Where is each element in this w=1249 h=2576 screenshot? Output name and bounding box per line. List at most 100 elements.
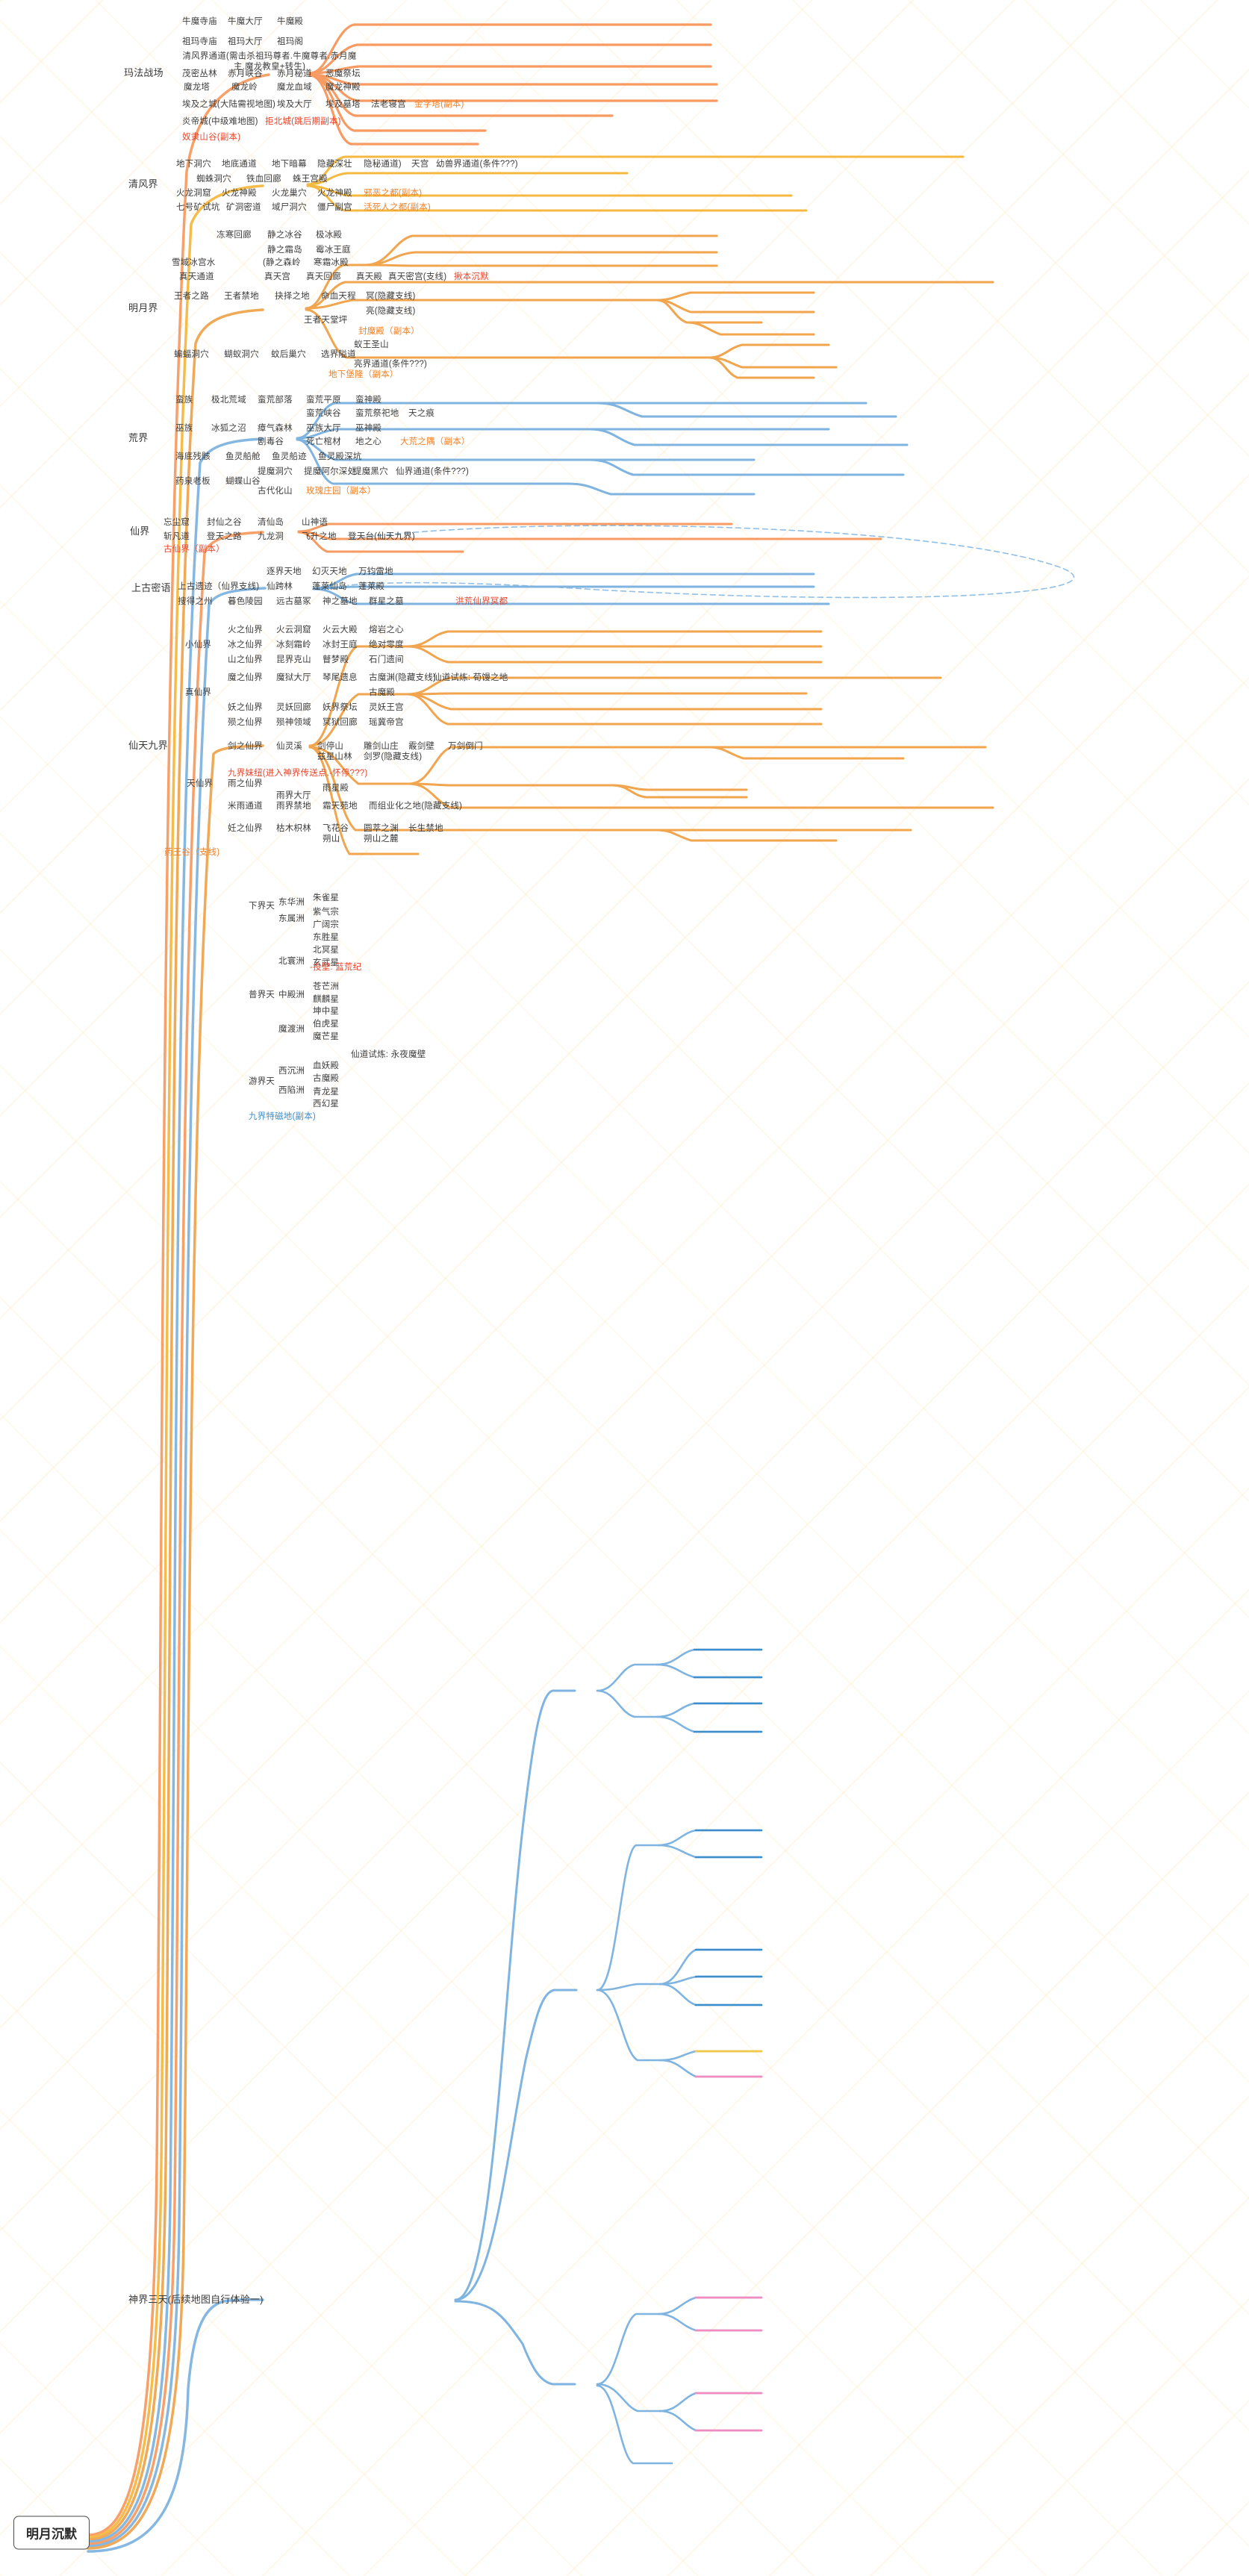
leaf-node[interactable]: 琴尾遗息 — [323, 673, 358, 682]
leaf-node[interactable]: 祖玛阁 — [277, 37, 304, 46]
leaf-node[interactable]: 冥狱回廊 — [323, 717, 358, 727]
leaf-node[interactable]: 矿洞密道 — [226, 202, 261, 212]
leaf-node[interactable]: 冻寒回廊 — [217, 230, 252, 240]
leaf-node[interactable]: 仙道试炼: 荀馒之地 — [433, 673, 508, 682]
leaf-node[interactable]: 邪恶之都(副本) — [364, 188, 423, 198]
leaf-node[interactable]: 朔山 — [323, 834, 340, 843]
leaf-node[interactable]: 冰狐之沼 — [211, 423, 246, 433]
leaf-node[interactable]: -投壁: 蓝荒纪 — [310, 962, 362, 972]
leaf-node[interactable]: 天宫 — [411, 159, 429, 169]
leaf-node[interactable]: 雨之仙界 — [228, 779, 263, 788]
leaf-node[interactable]: 瑶冀帝宫 — [369, 717, 404, 727]
leaf-node[interactable]: 法老寝宫 — [371, 99, 406, 109]
leaf-node[interactable]: 绝对零度 — [369, 640, 404, 649]
leaf-node[interactable]: 极冰殿 — [316, 230, 343, 240]
leaf-node[interactable]: 提魔黑穴 — [353, 467, 388, 476]
leaf-node[interactable]: 冰之仙界 — [228, 640, 263, 649]
leaf-node[interactable]: 亮界通道(条件???) — [354, 359, 428, 369]
leaf-node[interactable]: 地底通道 — [222, 159, 257, 169]
leaf-node[interactable]: 北冥星 — [313, 945, 340, 955]
branch-title-5[interactable]: 仙界 — [130, 525, 150, 537]
leaf-node[interactable]: 而组业化之地(隐藏支线) — [369, 801, 463, 811]
leaf-node[interactable]: 雨星殿 — [323, 783, 349, 793]
leaf-node[interactable]: 东胜星 — [313, 932, 340, 942]
leaf-node[interactable]: 西陷洲 — [278, 1085, 305, 1095]
leaf-node[interactable]: 霉冰王庭 — [316, 245, 351, 255]
leaf-node[interactable]: 真天殿 — [356, 272, 383, 281]
leaf-node[interactable]: 小仙界 — [185, 640, 212, 649]
leaf-node[interactable]: 搜得之州 — [178, 596, 213, 606]
leaf-node[interactable]: 逐界天地 — [267, 567, 302, 576]
leaf-node[interactable]: 静之霜岛 — [267, 245, 302, 255]
leaf-node[interactable]: 灵妖回廊 — [276, 702, 311, 712]
leaf-node[interactable]: 海底残骸 — [175, 452, 211, 461]
leaf-node[interactable]: 隐藏深壮 — [317, 159, 352, 169]
leaf-node[interactable]: 飞花谷 — [323, 823, 349, 833]
leaf-node[interactable]: 封魔殿（副本） — [358, 326, 420, 336]
leaf-node[interactable]: 剑停山 — [317, 741, 344, 751]
leaf-node[interactable]: 真天密宫(支线) — [388, 272, 447, 281]
leaf-node[interactable]: 仙界通道(条件???) — [396, 467, 470, 476]
leaf-node[interactable]: 埃及之城(大陆需视地图) — [182, 99, 276, 109]
leaf-node[interactable]: 药泉老板 — [175, 476, 211, 486]
leaf-node[interactable]: 登天之路 — [207, 531, 242, 541]
leaf-node[interactable]: 蝴蚁洞穴 — [224, 349, 259, 359]
leaf-node[interactable]: 提魔洞穴 — [258, 467, 293, 476]
leaf-node[interactable]: 真天宫 — [264, 272, 291, 281]
leaf-node[interactable]: 暮色陵园 — [228, 596, 263, 606]
leaf-node[interactable]: 瘴气森林 — [258, 423, 293, 433]
leaf-node[interactable]: 蝴蝶山谷 — [225, 476, 261, 486]
leaf-node[interactable]: 洪荒仙界冥都 — [455, 596, 508, 606]
leaf-node[interactable]: 玫瑰庄园（副本） — [306, 486, 376, 496]
leaf-node[interactable]: 大荒之隅（副本） — [400, 437, 470, 446]
leaf-node[interactable]: 祖玛大厅 — [228, 37, 263, 46]
branch-title-8[interactable]: 神界三天(后续地图自行体验一) — [128, 2293, 264, 2305]
leaf-node[interactable]: 埃及墓塔 — [326, 99, 361, 109]
leaf-node[interactable]: 揪本沉默 — [454, 272, 489, 281]
leaf-node[interactable]: 王者禁地 — [224, 291, 259, 301]
leaf-node[interactable]: 麒麟星 — [313, 994, 340, 1004]
leaf-node[interactable]: 古魔殿 — [369, 687, 396, 697]
leaf-node[interactable]: 瞽梦殿 — [323, 655, 349, 664]
leaf-node[interactable]: 炎帝城(中级难地图) — [182, 116, 258, 126]
leaf-node[interactable]: 王者天堂坪 — [304, 315, 348, 325]
leaf-node[interactable]: 火龙神殿 — [317, 188, 352, 198]
leaf-node[interactable]: 寒霜冰殿 — [314, 258, 349, 267]
leaf-node[interactable]: 剑之仙界 — [228, 741, 263, 751]
leaf-node[interactable]: 灵妖王宫 — [369, 702, 404, 712]
leaf-node[interactable]: 九界妹纽(进入神界传送点.-怀停???) — [228, 768, 368, 778]
leaf-node[interactable]: 蛮族 — [175, 395, 193, 405]
leaf-node[interactable]: 蛮荒峡谷 — [306, 408, 341, 418]
leaf-node[interactable]: 坤中星 — [313, 1006, 340, 1016]
leaf-node[interactable]: 魔芒星 — [313, 1032, 340, 1041]
leaf-node[interactable]: 牛魔寺庙 — [182, 16, 217, 26]
branch-title-1[interactable]: 玛法战场 — [124, 66, 163, 78]
leaf-node[interactable]: 提魔阿尔深处 — [304, 467, 357, 476]
leaf-node[interactable]: 奴隶山谷(副本) — [182, 132, 241, 142]
leaf-node[interactable]: 紫气宗 — [313, 907, 340, 917]
leaf-node[interactable]: 牛魔大厅 — [228, 16, 263, 26]
leaf-node[interactable]: 蛮荒平原 — [306, 395, 341, 405]
leaf-node[interactable]: 死亡棺材 — [306, 437, 341, 446]
leaf-node[interactable]: 幻灭天地 — [312, 567, 347, 576]
leaf-node[interactable]: 铁血回廊 — [246, 174, 281, 184]
root-node[interactable]: 明月沉默 — [13, 2516, 90, 2550]
leaf-node[interactable]: 活死人之都(副本) — [364, 202, 431, 212]
leaf-node[interactable]: 九龙洞 — [258, 531, 284, 541]
leaf-node[interactable]: 朱雀星 — [313, 893, 340, 902]
leaf-node[interactable]: 火云大殿 — [323, 625, 358, 634]
leaf-node[interactable]: 地下洞穴 — [176, 159, 211, 169]
leaf-node[interactable]: 殒之仙界 — [228, 717, 263, 727]
leaf-node[interactable]: 古魔渊(隐藏支线) — [369, 673, 436, 682]
leaf-node[interactable]: 药王谷（支线) — [164, 847, 220, 857]
leaf-node[interactable]: 蛮荒部落 — [258, 395, 293, 405]
leaf-node[interactable]: 妖界祭坛 — [323, 702, 358, 712]
leaf-node[interactable]: 雪域冰宫水 — [172, 258, 216, 267]
leaf-node[interactable]: 茂密丛林 — [182, 69, 217, 78]
leaf-node[interactable]: 王者之路 — [174, 291, 209, 301]
leaf-node[interactable]: 殒神领域 — [276, 717, 311, 727]
leaf-node[interactable]: 雨界大厅 — [276, 790, 311, 800]
leaf-node[interactable]: 广阔宗 — [313, 920, 340, 929]
leaf-node[interactable]: 静之冰谷 — [267, 230, 302, 240]
leaf-node[interactable]: 真仙界 — [185, 687, 212, 697]
